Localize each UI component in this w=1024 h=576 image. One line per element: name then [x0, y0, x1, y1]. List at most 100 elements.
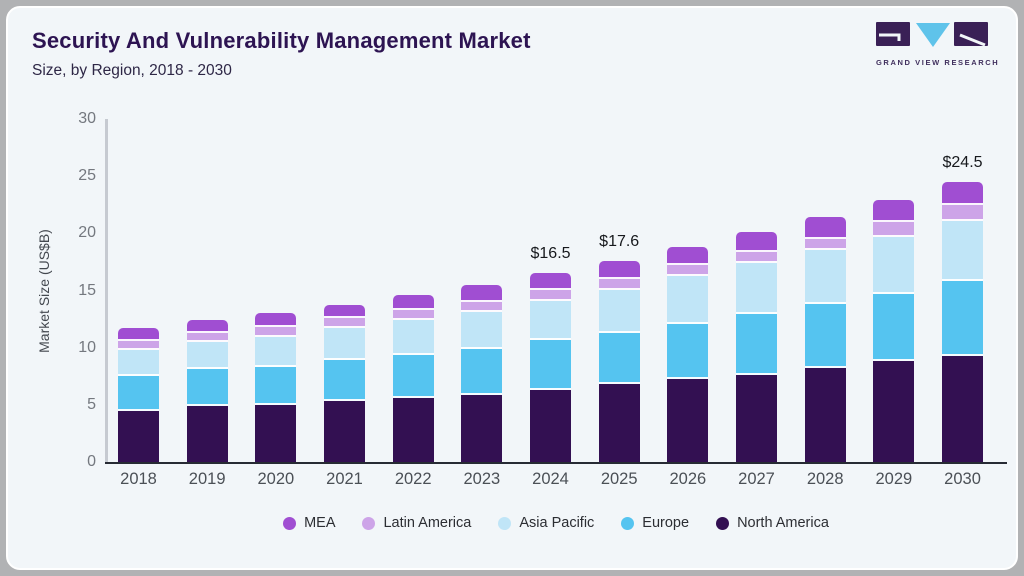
bar-segment-mea: [392, 295, 434, 310]
x-tick-2027: 2027: [738, 470, 775, 488]
bar-segment-north-america: [118, 410, 159, 462]
report-card: Security And Vulnerability Management Ma…: [6, 6, 1018, 570]
bar-segment-latin-america: [598, 279, 640, 291]
bar-segment-mea: [530, 273, 572, 291]
x-tick-2029: 2029: [875, 470, 913, 488]
bar-segment-latin-america: [324, 317, 365, 329]
bar-segment-latin-america: [736, 251, 778, 264]
bar-segment-latin-america: [942, 204, 984, 221]
y-tick-15: 15: [78, 281, 96, 299]
bar-segment-mea: [942, 181, 984, 205]
bar-segment-north-america: [255, 404, 297, 462]
x-tick-2024: 2024: [532, 470, 569, 488]
legend-dot-icon: [621, 516, 635, 530]
bar-segment-asia-pacific: [873, 236, 915, 294]
bar-segment-north-america: [324, 401, 365, 462]
legend-label: Europe: [642, 515, 690, 531]
gvr-logo-icon: [876, 22, 988, 47]
legend-label: Asia Pacific: [519, 515, 595, 531]
bar-segment-asia-pacific: [118, 349, 159, 377]
bar-segment-north-america: [392, 397, 434, 462]
bar-segment-asia-pacific: [942, 220, 984, 282]
bar-2028: [804, 217, 846, 462]
bar-segment-asia-pacific: [392, 320, 434, 355]
bar-2022: [392, 295, 434, 462]
bar-segment-north-america: [736, 375, 778, 462]
x-tick-2019: 2019: [188, 470, 226, 488]
bar-segment-asia-pacific: [255, 337, 297, 368]
bar-segment-mea: [118, 328, 159, 341]
bar-segment-mea: [186, 320, 228, 333]
chart-plot-area: Market Size (US$B) 0 5 10 15 20 25 30 2018 2019…: [8, 8, 1016, 568]
bar-2020: [255, 313, 297, 462]
bar-segment-europe: [736, 314, 778, 376]
bar-segment-mea: [598, 260, 640, 280]
bar-segment-asia-pacific: [736, 263, 778, 315]
logo-wordmark: GRAND VIEW RESEARCH: [876, 58, 1000, 67]
bar-segment-mea: [324, 305, 365, 318]
bar-segment-latin-america: [804, 239, 846, 251]
legend-dot-icon: [283, 516, 297, 530]
bar-segment-latin-america: [392, 309, 434, 321]
value-label-2024: $16.5: [530, 245, 571, 263]
bar-segment-asia-pacific: [324, 328, 365, 361]
legend: MEA Latin America Asia Pacific Europe North …: [105, 515, 1007, 531]
bar-2023: [461, 284, 503, 462]
y-tick-25: 25: [78, 167, 96, 185]
bar-2021: [324, 305, 365, 462]
x-tick-2022: 2022: [394, 470, 432, 488]
value-label-2030: $24.5: [942, 153, 983, 171]
y-axis-line: [105, 119, 108, 464]
bar-2024: [530, 273, 572, 462]
bar-segment-north-america: [667, 378, 709, 462]
bar-segment-mea: [255, 313, 297, 328]
bar-2027: [736, 232, 778, 462]
bar-segment-latin-america: [255, 327, 297, 338]
x-axis-line: [105, 462, 1007, 464]
bar-segment-asia-pacific: [530, 300, 572, 340]
bar-segment-asia-pacific: [804, 250, 846, 305]
bar-2018: [118, 328, 159, 462]
bar-segment-north-america: [804, 368, 846, 462]
bar-segment-north-america: [942, 355, 984, 462]
grand-view-research-logo: GRAND VIEW RESEARCH: [876, 20, 1000, 67]
bar-segment-europe: [873, 293, 915, 362]
bar-2026: [667, 247, 709, 462]
bar-segment-europe: [118, 376, 159, 411]
bar-segment-europe: [804, 304, 846, 369]
bar-segment-latin-america: [667, 265, 709, 276]
legend-label: Latin America: [383, 515, 472, 531]
bar-segment-north-america: [598, 384, 640, 462]
bar-segment-mea: [873, 200, 915, 222]
bar-segment-latin-america: [461, 301, 503, 313]
y-tick-10: 10: [78, 338, 96, 356]
bar-segment-asia-pacific: [598, 290, 640, 333]
bar-segment-mea: [667, 247, 709, 266]
bar-segment-north-america: [461, 394, 503, 462]
legend-item-europe: Europe: [621, 515, 689, 531]
bar-segment-mea: [736, 232, 778, 252]
x-tick-2018: 2018: [120, 470, 157, 488]
page-subtitle: Size, by Region, 2018 - 2030: [32, 62, 232, 79]
bar-2019: [186, 320, 228, 462]
x-tick-2026: 2026: [669, 470, 707, 488]
page-title: Security And Vulnerability Management Ma…: [32, 28, 531, 53]
bar-segment-asia-pacific: [667, 275, 709, 324]
bar-segment-asia-pacific: [461, 312, 503, 349]
x-tick-2023: 2023: [463, 470, 501, 488]
bar-segment-europe: [255, 367, 297, 405]
x-tick-2020: 2020: [257, 470, 295, 488]
bar-segment-latin-america: [530, 290, 572, 301]
bar-segment-asia-pacific: [186, 341, 228, 370]
legend-dot-icon: [716, 516, 730, 530]
legend-label: North America: [737, 515, 829, 531]
bar-segment-europe: [598, 332, 640, 385]
bar-segment-mea: [804, 217, 846, 240]
bar-segment-north-america: [530, 389, 572, 462]
legend-item-latin-america: Latin America: [362, 515, 471, 531]
legend-dot-icon: [362, 516, 376, 530]
y-tick-0: 0: [87, 453, 96, 470]
y-tick-30: 30: [78, 110, 96, 127]
value-label-2025: $17.6: [599, 232, 640, 250]
bar-segment-europe: [530, 339, 572, 390]
